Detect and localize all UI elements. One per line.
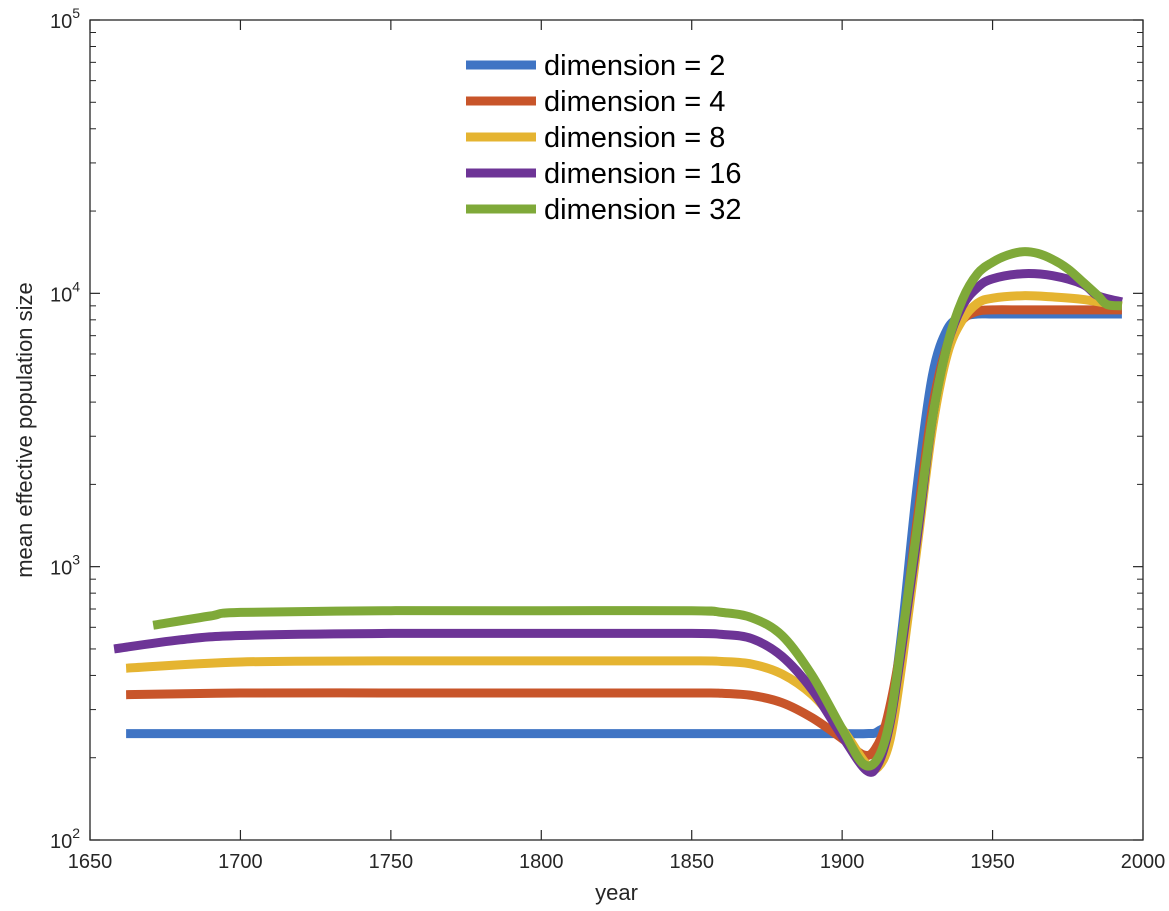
plot-background [90, 20, 1143, 840]
x-tick-labels: 1650 1700 1750 1800 1850 1900 1950 2000 [68, 851, 1166, 873]
legend-label-4: dimension = 16 [544, 158, 742, 190]
x-tick-label: 1650 [68, 851, 113, 873]
legend-label-3: dimension = 8 [544, 122, 725, 154]
legend-label-1: dimension = 2 [544, 50, 725, 82]
x-tick-label: 2000 [1121, 851, 1166, 873]
x-tick-label: 1900 [820, 851, 865, 873]
y-tick-label: 105 [50, 5, 80, 33]
x-tick-label: 1850 [669, 851, 714, 873]
x-tick-label: 1950 [970, 851, 1015, 873]
x-tick-label: 1750 [369, 851, 414, 873]
y-tick-label: 104 [50, 278, 80, 306]
y-tick-label: 102 [50, 825, 80, 853]
legend-label-5: dimension = 32 [544, 194, 742, 226]
y-axis-label: mean effective population size [12, 282, 37, 578]
series-layer [113, 247, 1123, 777]
series-line-5 [152, 247, 1123, 771]
series-line-2 [126, 305, 1122, 760]
y-tick-labels: 102 103 104 105 [50, 5, 80, 853]
minor-ticks [90, 32, 1143, 759]
y-tick-label: 103 [50, 552, 80, 580]
legend: dimension = 2 dimension = 4 dimension = 8 d… [466, 50, 742, 226]
x-axis-label: year [595, 880, 638, 905]
legend-label-2: dimension = 4 [544, 86, 725, 118]
x-tick-label: 1800 [519, 851, 564, 873]
plot-frame [89, 19, 1144, 841]
x-tick-label: 1700 [218, 851, 263, 873]
